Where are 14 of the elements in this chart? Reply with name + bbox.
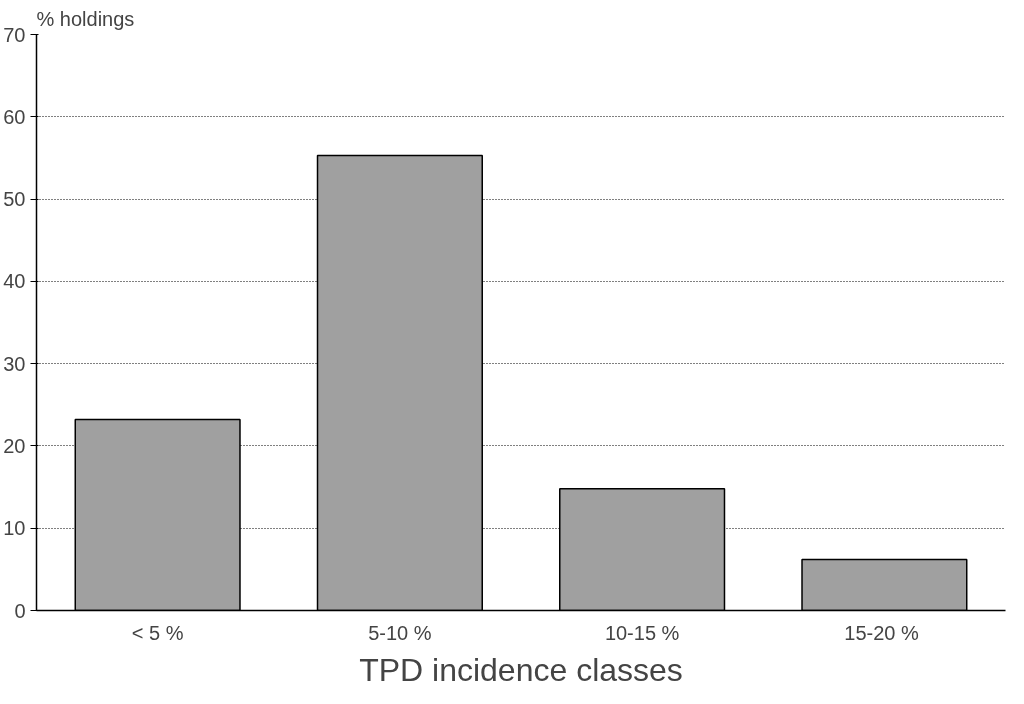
y-tick-label: 0 [14,599,26,622]
y-tick-label: 50 [3,188,26,211]
x-axis-title: TPD incidence classes [359,651,683,688]
x-tick-label: < 5 % [131,621,184,644]
x-tick-label: 10-15 % [604,621,680,644]
y-tick-label: 40 [3,270,26,293]
x-tick-label: 5-10 % [368,621,432,644]
y-tick-label: 20 [3,434,26,457]
y-tick-label: 60 [3,105,26,128]
y-axis-title: % holdings [36,7,135,30]
x-tick-label: 15-20 % [844,621,920,644]
y-tick-label: 30 [3,352,26,375]
y-tick-label: 70 [3,23,26,46]
y-tick-label: 10 [3,517,26,540]
